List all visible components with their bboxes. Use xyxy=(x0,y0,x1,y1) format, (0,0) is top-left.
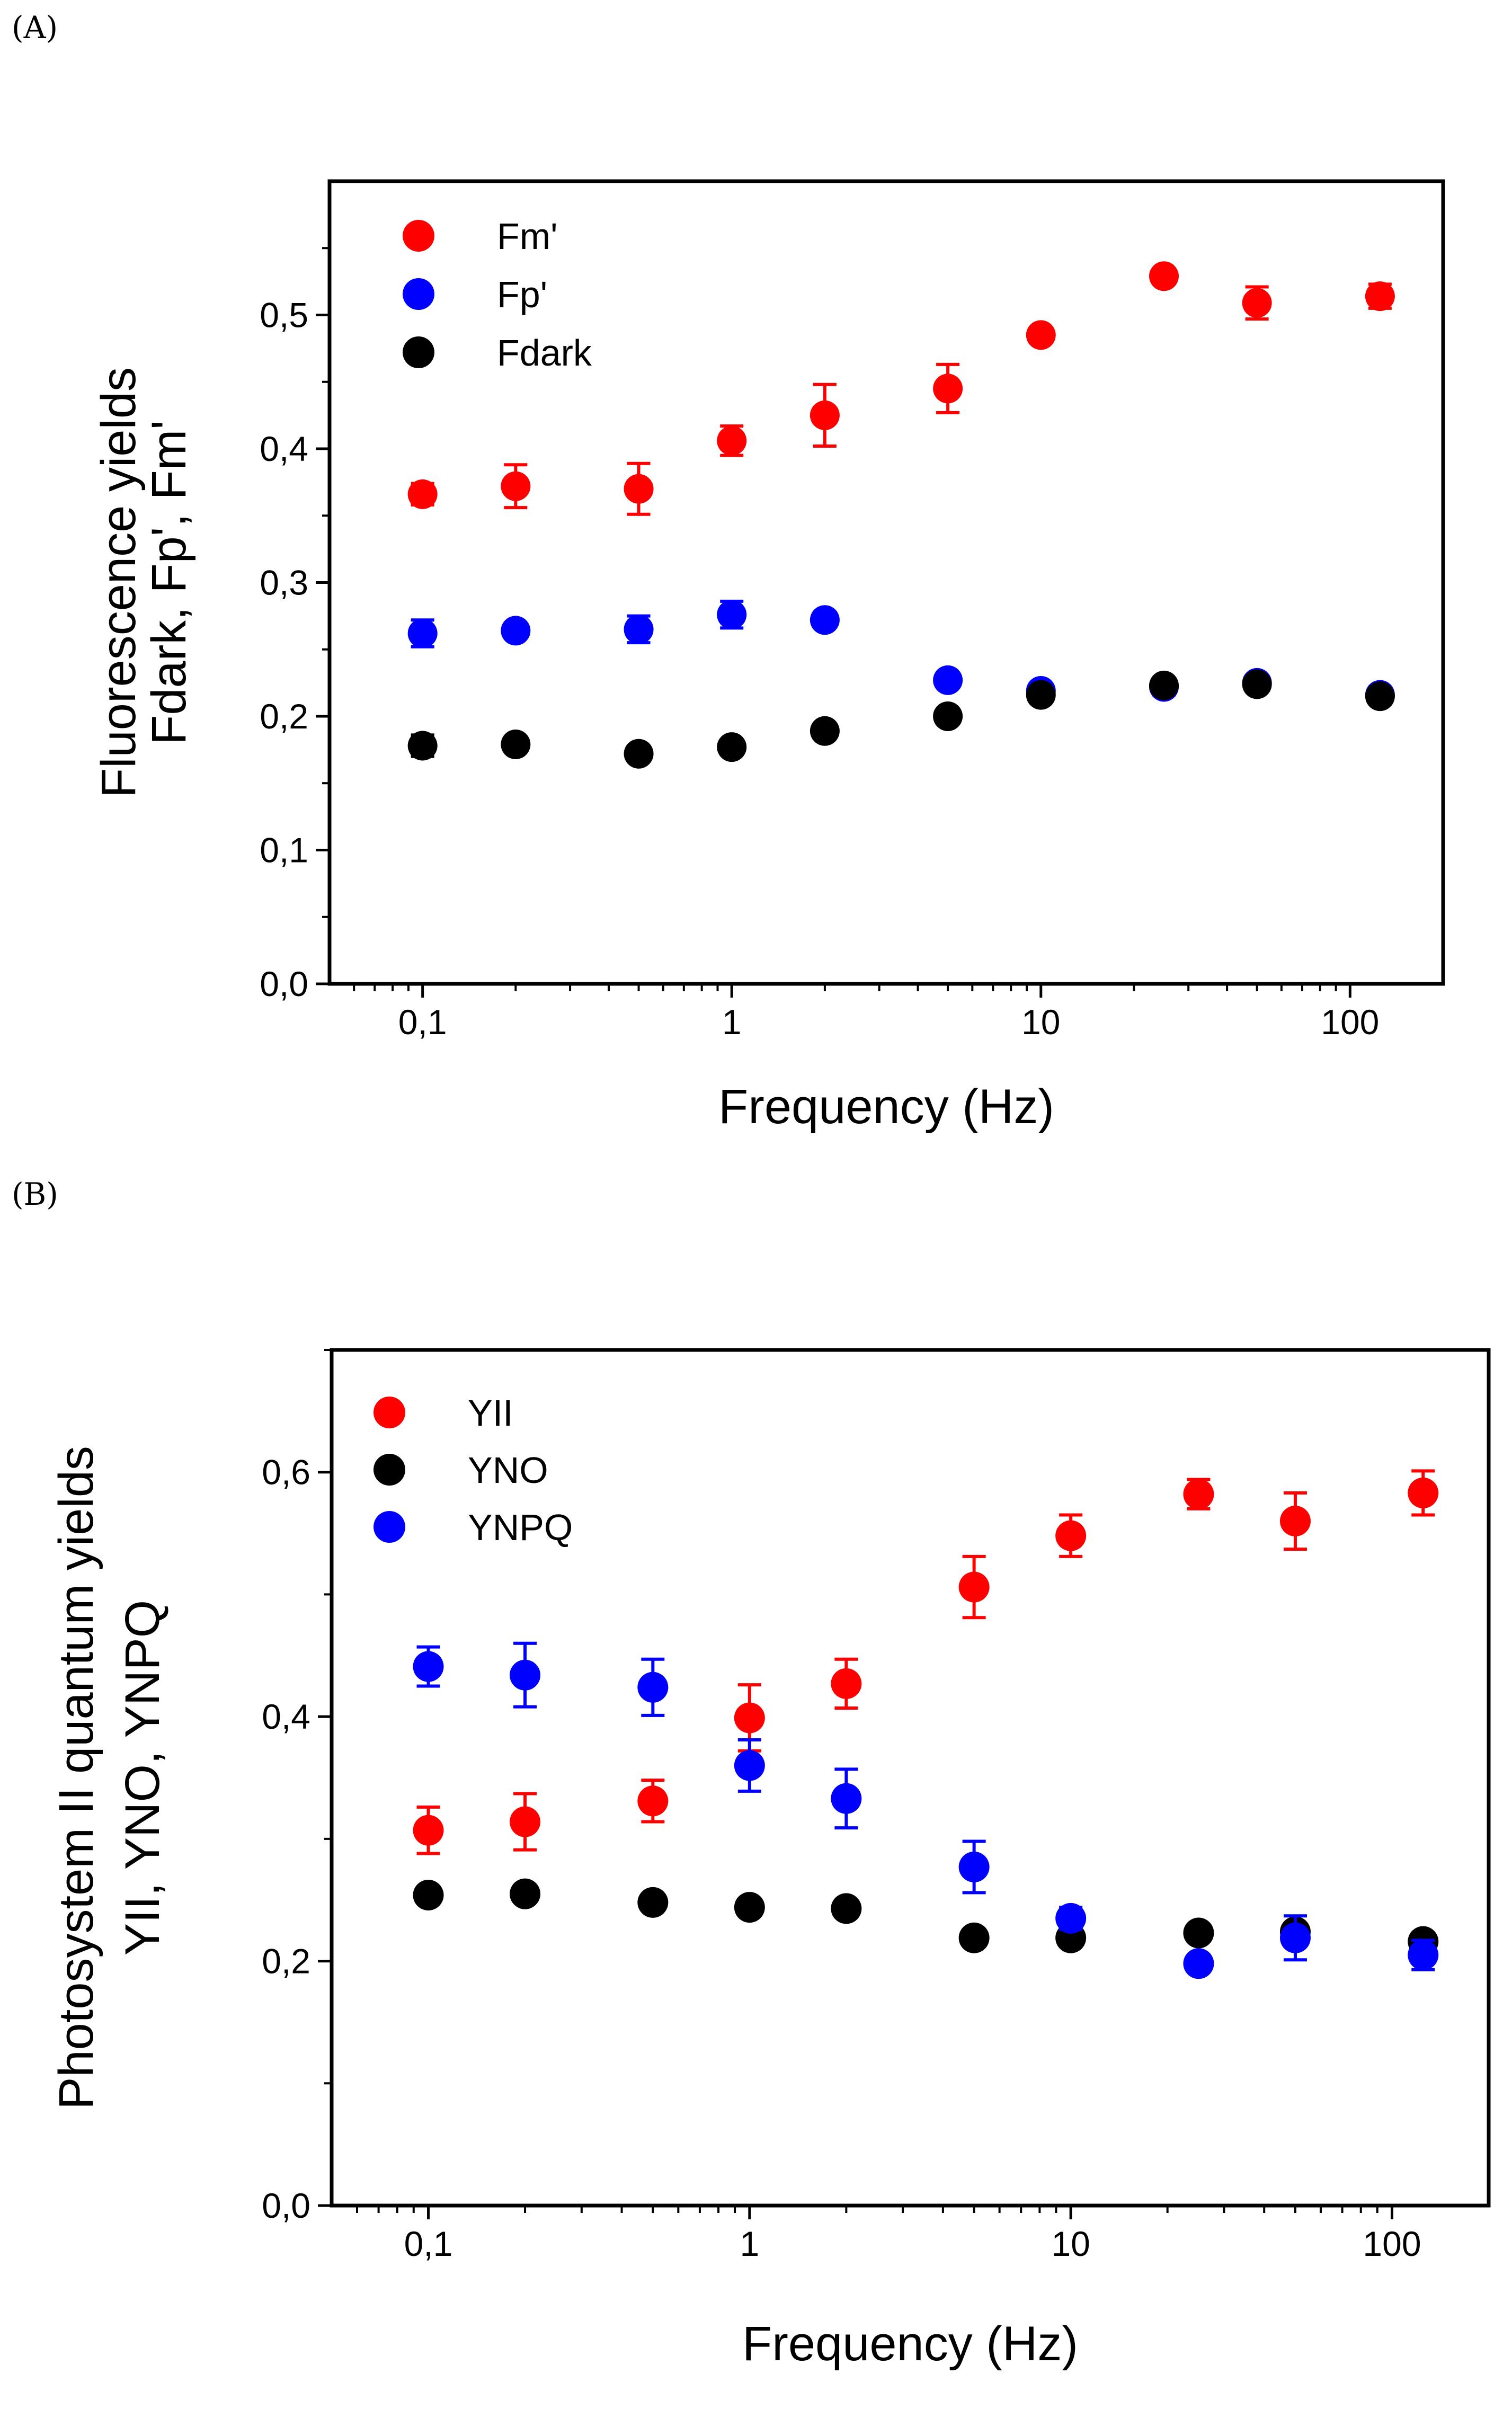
data-point xyxy=(413,1879,444,1910)
plot-frame-b xyxy=(330,1348,1491,2208)
data-point xyxy=(1183,1479,1214,1510)
legend-label-a: Fp' xyxy=(497,274,547,315)
data-point xyxy=(1242,669,1272,699)
x-tick-label-a: 100 xyxy=(1321,1002,1379,1042)
series-a-2 xyxy=(407,669,1395,769)
series-a-0 xyxy=(407,261,1395,516)
legend-label-b: YII xyxy=(468,1392,513,1434)
data-point xyxy=(810,605,840,635)
legend-label-a: Fdark xyxy=(497,332,592,374)
y-tick-label-a: 0,1 xyxy=(260,831,308,870)
chart-b: 0,0 0,2 0,4 0,6 0,1 1 10 100 Frequency (Hz) Photo… xyxy=(49,1348,1491,2371)
y-tick-label-a: 0,4 xyxy=(260,429,308,468)
y-tick-label-a: 0,3 xyxy=(260,563,308,602)
data-point xyxy=(510,1806,541,1837)
data-point xyxy=(510,1878,541,1909)
data-point xyxy=(734,1702,765,1734)
data-point xyxy=(1183,1917,1214,1949)
data-point xyxy=(958,1922,990,1953)
y-axis-title-line1-b: Photosystem II quantum yields xyxy=(49,1446,103,2110)
data-point xyxy=(810,716,840,746)
data-point xyxy=(734,1750,765,1781)
data-point xyxy=(413,1651,444,1682)
data-point xyxy=(501,730,531,760)
x-tick-label-a: 1 xyxy=(722,1002,742,1042)
data-point xyxy=(717,600,747,630)
data-point xyxy=(958,1851,990,1882)
data-point xyxy=(413,1815,444,1846)
data-point xyxy=(1279,1506,1311,1536)
legend-label-b: YNO xyxy=(468,1450,548,1491)
y-axis-title-line2-a: Fdark, Fp', Fm' xyxy=(142,420,196,745)
legend-marker-a xyxy=(403,278,434,310)
legend-marker-a xyxy=(403,336,434,368)
x-tick-label-b: 100 xyxy=(1363,2224,1421,2263)
x-tick-label-a: 10 xyxy=(1021,1002,1060,1042)
x-axis-title-b: Frequency (Hz) xyxy=(742,2317,1078,2371)
x-axis-title-a: Frequency (Hz) xyxy=(718,1080,1054,1134)
data-point xyxy=(637,1887,669,1918)
data-point xyxy=(1149,261,1179,291)
data-point xyxy=(624,474,654,504)
data-point xyxy=(831,1893,862,1924)
data-point xyxy=(717,425,747,456)
data-point xyxy=(734,1892,765,1923)
data-point xyxy=(1408,1940,1439,1971)
data-point xyxy=(1365,681,1395,712)
data-point xyxy=(407,731,438,761)
panel-label-a: (A) xyxy=(12,10,58,46)
data-point xyxy=(407,479,438,509)
y-tick-label-b: 0,0 xyxy=(262,2186,310,2225)
data-point xyxy=(933,374,963,404)
y-tick-label-a: 0,0 xyxy=(260,964,308,1003)
x-tick-label-b: 0,1 xyxy=(404,2224,453,2263)
y-tick-label-b: 0,6 xyxy=(262,1453,310,1492)
data-point xyxy=(624,739,654,769)
panel-label-b: (B) xyxy=(12,1176,58,1212)
legend-marker-b xyxy=(373,1397,405,1428)
data-point xyxy=(407,618,438,648)
data-point xyxy=(958,1571,990,1603)
data-point xyxy=(1055,1903,1087,1934)
data-point xyxy=(1026,320,1056,350)
data-point xyxy=(510,1659,541,1691)
y-tick-label-a: 0,2 xyxy=(260,697,308,736)
data-point xyxy=(1055,1520,1087,1551)
data-point xyxy=(637,1785,669,1817)
x-tick-label-a: 0,1 xyxy=(398,1002,447,1042)
legend-label-a: Fm' xyxy=(497,216,557,257)
data-point xyxy=(1149,670,1179,700)
legend-label-b: YNPQ xyxy=(468,1507,573,1548)
legend-marker-b xyxy=(373,1511,405,1543)
data-point xyxy=(1279,1922,1311,1953)
data-point xyxy=(624,614,654,644)
data-point xyxy=(717,732,747,762)
data-point xyxy=(501,616,531,646)
data-point xyxy=(1408,1477,1439,1508)
data-point xyxy=(1242,288,1272,318)
y-axis-title-line1-a: Fluorescence yields xyxy=(92,367,146,798)
data-point xyxy=(1026,680,1056,710)
data-point xyxy=(831,1783,862,1814)
data-point xyxy=(637,1672,669,1703)
data-point xyxy=(501,471,531,501)
data-point xyxy=(1365,281,1395,312)
x-tick-label-b: 10 xyxy=(1051,2224,1090,2263)
x-tick-label-b: 1 xyxy=(740,2224,759,2263)
y-tick-label-a: 0,5 xyxy=(260,296,308,335)
data-point xyxy=(933,701,963,731)
series-b-0 xyxy=(413,1469,1439,1855)
data-point xyxy=(1183,1948,1214,1979)
legend-marker-a xyxy=(403,220,434,252)
data-point xyxy=(831,1668,862,1699)
chart-a: 0,0 0,1 0,2 0,3 0,4 0,5 0,1 1 10 100 Frequency (Hz… xyxy=(92,179,1445,1134)
y-tick-label-b: 0,4 xyxy=(262,1697,310,1736)
series-b-2 xyxy=(413,1641,1439,1979)
y-tick-label-b: 0,2 xyxy=(262,1942,310,1981)
data-point xyxy=(810,400,840,430)
data-point xyxy=(933,665,963,695)
y-axis-title-line2-b: YII, YNO, YNPQ xyxy=(115,1600,170,1956)
legend-marker-b xyxy=(373,1454,405,1486)
